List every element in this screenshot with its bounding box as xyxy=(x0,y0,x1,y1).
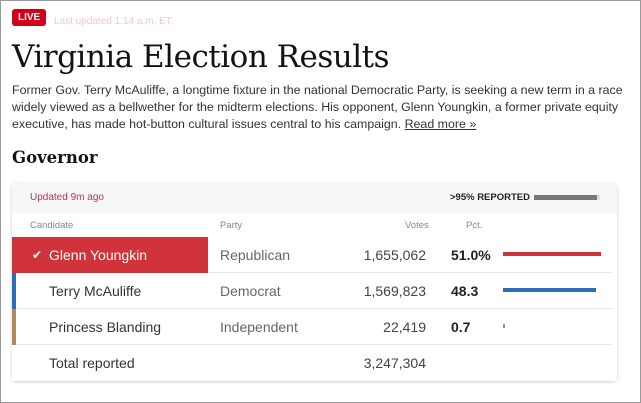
candidate-pct: 48.3 xyxy=(451,283,479,299)
total-votes: 3,247,304 xyxy=(363,355,426,371)
candidate-votes: 1,569,823 xyxy=(363,283,426,299)
candidate-party: Independent xyxy=(220,319,298,335)
page-title: Virginia Election Results xyxy=(12,39,390,75)
header-candidate: Candidate xyxy=(30,220,74,231)
candidate-party: Republican xyxy=(220,247,291,263)
description-text: Former Gov. Terry McAuliffe, a longtime … xyxy=(12,83,623,131)
candidate-name: Terry McAuliffe xyxy=(49,283,142,299)
candidate-name: Glenn Youngkin xyxy=(49,247,148,263)
header-pct: Pct. xyxy=(466,220,483,231)
candidate-votes: 22,419 xyxy=(383,319,426,335)
candidate-party: Democrat xyxy=(220,283,281,299)
pct-bar xyxy=(503,252,601,256)
candidate-cell xyxy=(12,237,208,273)
total-label: Total reported xyxy=(49,355,135,371)
candidate-row: Princess Blanding Independent 22,419 0.7 xyxy=(12,309,612,345)
candidate-name: Princess Blanding xyxy=(49,319,162,335)
candidate-cell xyxy=(12,273,208,309)
live-badge: LIVE xyxy=(12,9,47,26)
check-icon: ✔ xyxy=(32,248,43,262)
pct-bar xyxy=(503,324,505,328)
candidate-votes: 1,655,062 xyxy=(363,247,426,263)
header-party: Party xyxy=(220,220,243,231)
section-title: Governor xyxy=(12,148,98,167)
header-votes: Votes xyxy=(405,220,429,231)
pct-bar xyxy=(503,288,596,292)
candidate-row: Terry McAuliffe Democrat 1,569,823 48.3 xyxy=(12,273,612,309)
candidate-pct: 51.0% xyxy=(451,247,491,263)
candidate-row: ✔ Glenn Youngkin Republican 1,655,062 51… xyxy=(12,237,612,273)
last-updated: Last updated 1:14 a.m. ET. xyxy=(54,16,174,27)
read-more-link[interactable]: Read more » xyxy=(404,117,477,131)
description: Former Gov. Terry McAuliffe, a longtime … xyxy=(12,82,632,133)
reported-label: >95% REPORTED xyxy=(450,192,530,203)
candidate-pct: 0.7 xyxy=(451,319,471,335)
reported-progress xyxy=(534,195,600,200)
updated-ago: Updated 9m ago xyxy=(30,192,104,203)
results-card: Updated 9m ago >95% REPORTED Candidate P… xyxy=(12,183,617,381)
total-row: Total reported 3,247,304 xyxy=(12,345,612,381)
results-table: Candidate Party Votes Pct. ✔ Glenn Young… xyxy=(12,213,617,381)
candidate-cell xyxy=(12,309,208,345)
